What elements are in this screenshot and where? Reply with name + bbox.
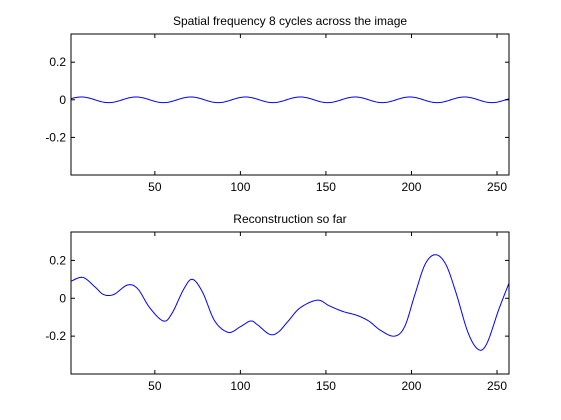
x-tick-label: 250 <box>487 379 507 393</box>
chart-bottom-axes-frame <box>70 231 510 375</box>
y-tick-label: 0.2 <box>49 253 66 267</box>
x-tick-label: 250 <box>487 180 507 194</box>
y-tick-label: -0.2 <box>45 329 66 343</box>
chart-top-axes-frame <box>70 33 510 176</box>
x-tick-label: 50 <box>148 180 162 194</box>
y-tick-label: 0 <box>59 93 66 107</box>
series-line <box>70 254 510 351</box>
x-tick-label: 150 <box>316 180 336 194</box>
chart-bottom-title: Reconstruction so far <box>233 212 346 226</box>
x-tick-label: 100 <box>230 180 250 194</box>
series-line <box>70 96 510 104</box>
x-tick-label: 200 <box>401 180 421 194</box>
y-tick-label: 0 <box>59 291 66 305</box>
x-tick-label: 150 <box>316 379 336 393</box>
chart-top-series-layer <box>70 96 510 104</box>
x-tick-label: 200 <box>401 379 421 393</box>
y-tick-label: -0.2 <box>45 130 66 144</box>
x-tick-label: 50 <box>148 379 162 393</box>
chart-top: Spatial frequency 8 cycles across the im… <box>45 14 510 194</box>
x-tick-label: 100 <box>230 379 250 393</box>
chart-bottom: Reconstruction so far 50 100 150 200 250 0.2 0… <box>45 212 510 393</box>
chart-bottom-ticks-layer: 50 100 150 200 250 0.2 0 -0.2 <box>45 232 509 393</box>
chart-top-title: Spatial frequency 8 cycles across the im… <box>173 14 407 28</box>
y-tick-label: 0.2 <box>49 55 66 69</box>
chart-top-ticks-layer: 50 100 150 200 250 0.2 0 -0.2 <box>45 34 509 194</box>
chart-bottom-series-layer <box>70 254 510 351</box>
